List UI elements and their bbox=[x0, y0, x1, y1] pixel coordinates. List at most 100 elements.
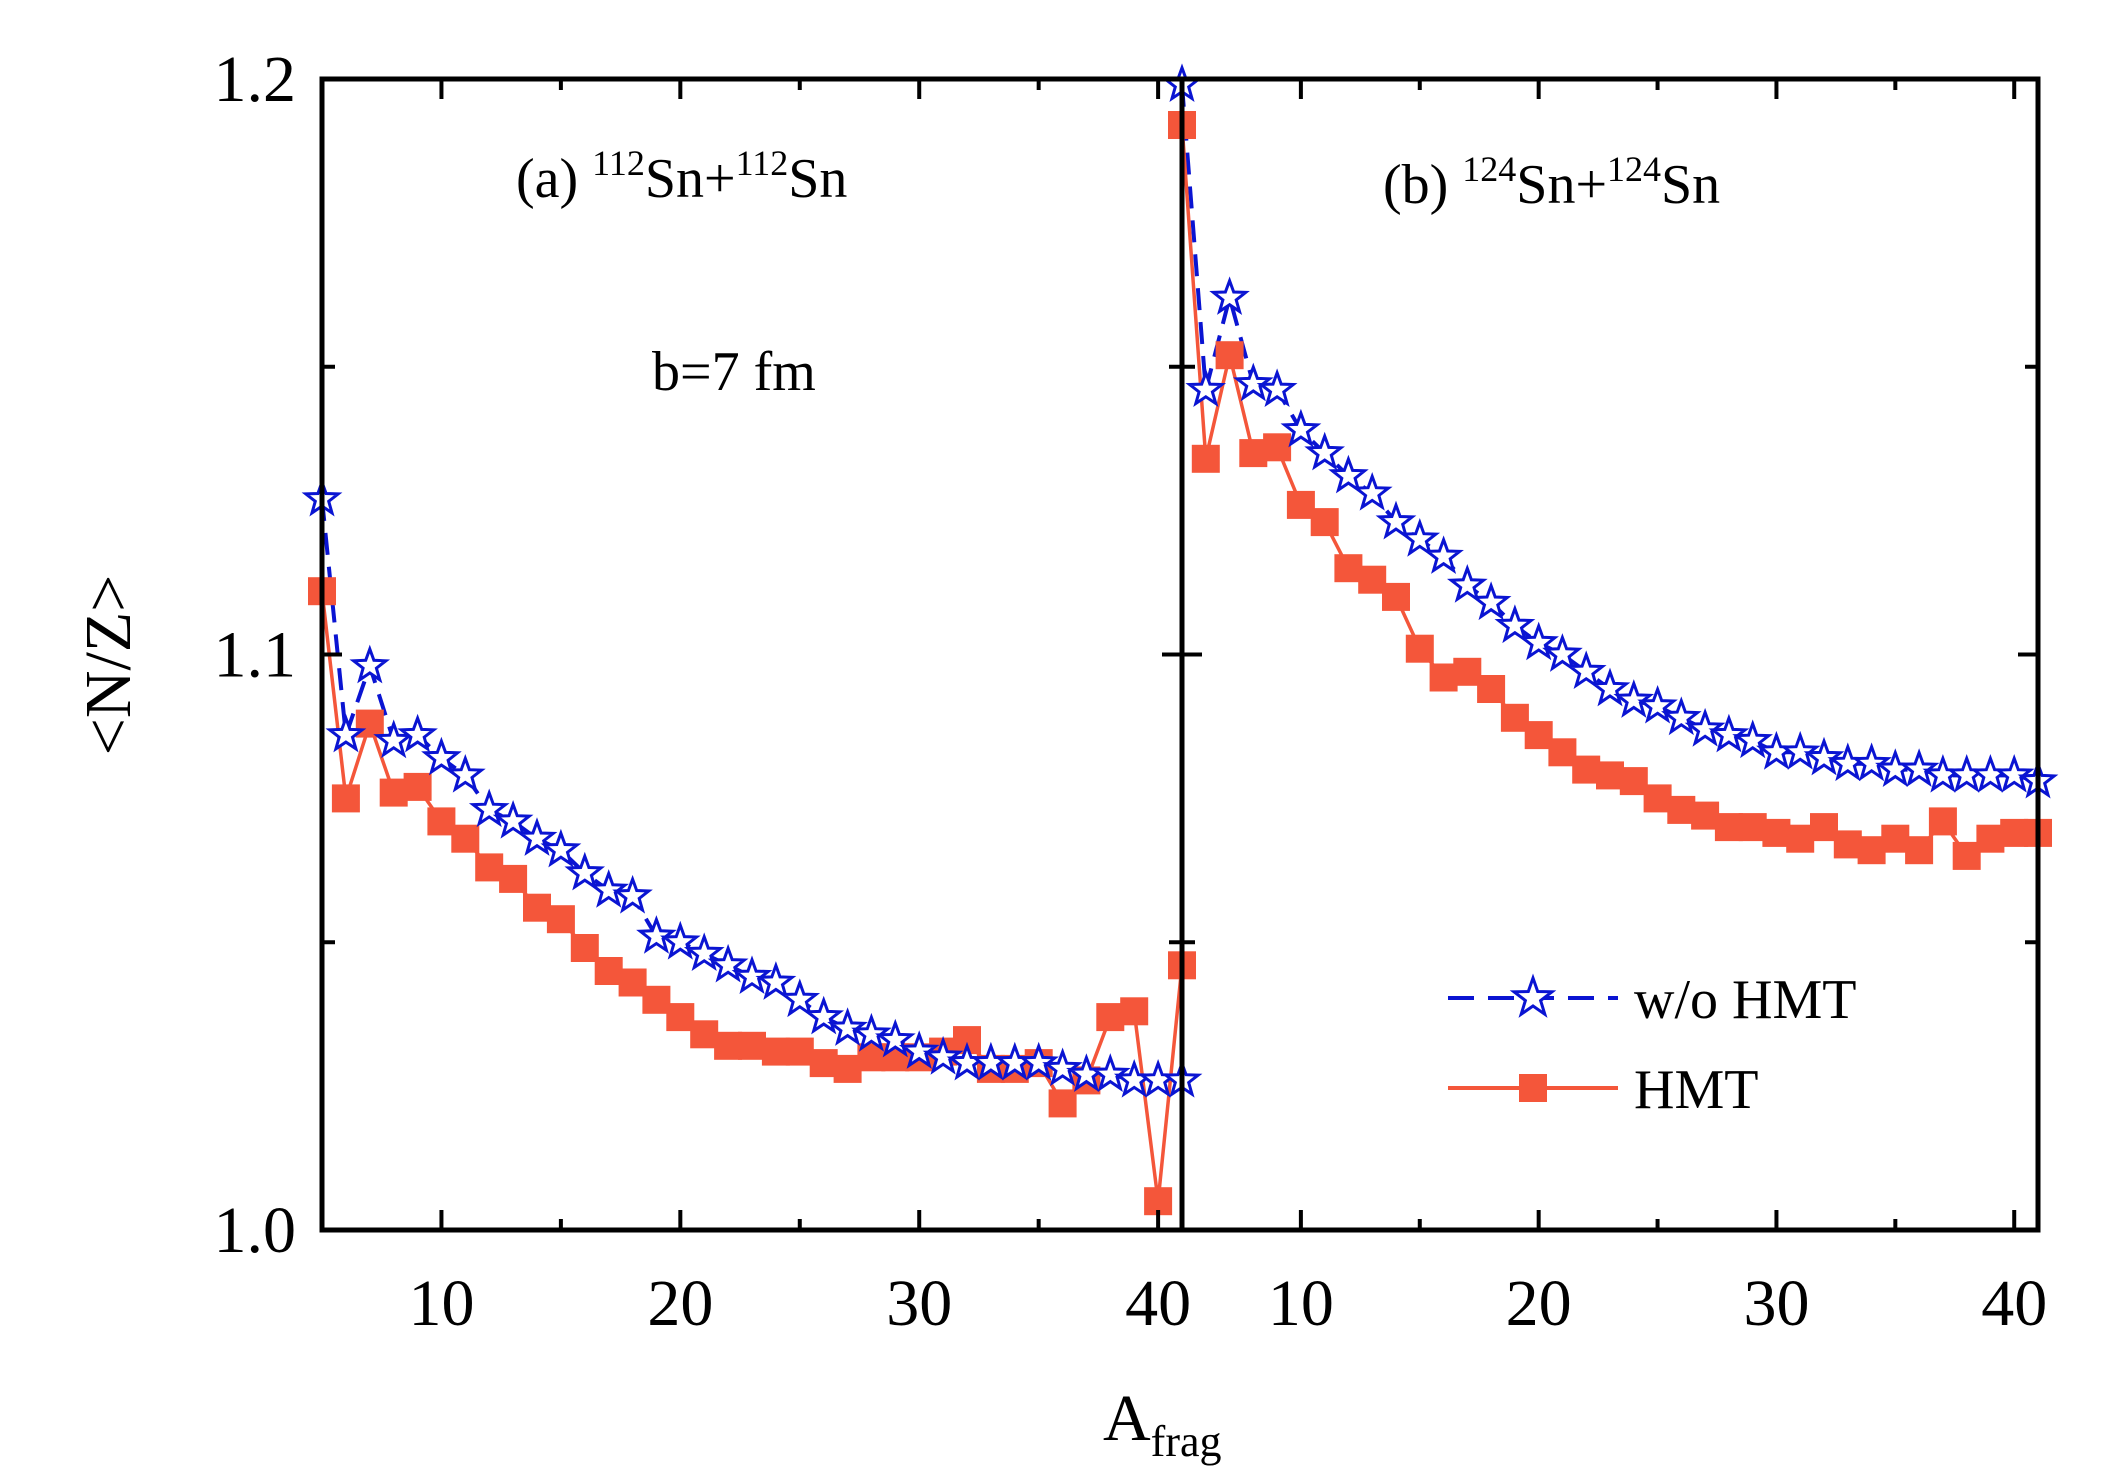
star-marker-a bbox=[564, 851, 606, 891]
square-marker-b bbox=[1833, 830, 1862, 859]
square-marker-b bbox=[1857, 836, 1886, 865]
square-marker-b bbox=[1215, 341, 1244, 370]
square-marker-b bbox=[1572, 755, 1601, 784]
y-tick-label: 1.0 bbox=[214, 1194, 297, 1267]
square-marker-a bbox=[761, 1037, 790, 1066]
square-marker-a bbox=[523, 893, 551, 922]
square-marker-b bbox=[1239, 439, 1268, 468]
square-marker-b bbox=[1667, 795, 1696, 824]
star-marker-a bbox=[349, 644, 391, 684]
star-marker-a bbox=[373, 719, 414, 759]
square-marker-a bbox=[475, 853, 504, 882]
square-marker-a bbox=[379, 778, 408, 807]
legend-square-icon bbox=[1519, 1074, 1547, 1102]
x-tick-label-b: 30 bbox=[1743, 1267, 1809, 1340]
square-marker-b bbox=[1762, 818, 1791, 847]
star-marker-b bbox=[1684, 707, 1726, 747]
square-marker-b bbox=[1905, 836, 1934, 865]
star-marker-b bbox=[1661, 696, 1702, 736]
panel-b-title: (b) 124Sn+124Sn bbox=[1383, 149, 1720, 216]
legend-label-without-hmt: w/o HMT bbox=[1634, 969, 1856, 1031]
legend-star-icon bbox=[1509, 973, 1557, 1018]
star-marker-b bbox=[1209, 276, 1250, 315]
x-tick-label-a: 40 bbox=[1125, 1267, 1191, 1340]
square-marker-a bbox=[833, 1054, 862, 1083]
x-tick-label-b: 20 bbox=[1506, 1267, 1572, 1340]
star-marker-a bbox=[827, 1007, 868, 1046]
star-marker-a bbox=[516, 817, 558, 856]
star-marker-a bbox=[875, 1018, 916, 1058]
series-line-a-without-hmt bbox=[320, 498, 1182, 1083]
star-marker-a bbox=[492, 800, 534, 839]
star-marker-b bbox=[1399, 518, 1441, 557]
star-marker-b bbox=[1589, 667, 1631, 707]
star-marker-a bbox=[755, 961, 797, 1000]
star-marker-a bbox=[612, 874, 653, 914]
square-marker-a bbox=[642, 985, 671, 1014]
square-marker-b bbox=[1952, 841, 1981, 870]
square-marker-b bbox=[1810, 813, 1838, 842]
panel-b-data-layer bbox=[1161, 63, 2059, 870]
legend-label-hmt: HMT bbox=[1634, 1059, 1758, 1121]
square-marker-b bbox=[1429, 663, 1458, 692]
square-marker-b bbox=[1500, 703, 1529, 732]
square-marker-b bbox=[1691, 801, 1720, 830]
square-marker-b bbox=[1714, 813, 1743, 842]
square-marker-b bbox=[1191, 444, 1220, 473]
axes-frame-layer: 10 20 30 40 10 20 30 40 1.0 1.1 1.2 bbox=[214, 43, 2048, 1340]
square-marker-a bbox=[1096, 1003, 1125, 1032]
star-marker-a bbox=[898, 1030, 940, 1069]
square-marker-b bbox=[1619, 767, 1648, 796]
star-marker-b bbox=[1637, 684, 1678, 724]
square-marker-a bbox=[1120, 997, 1149, 1026]
star-marker-a bbox=[851, 1012, 892, 1052]
square-marker-b bbox=[1382, 582, 1410, 611]
star-marker-b bbox=[1803, 736, 1845, 776]
y-tick-label: 1.1 bbox=[214, 619, 297, 692]
legend: w/o HMT HMT bbox=[1448, 969, 1856, 1121]
square-marker-b bbox=[1524, 721, 1553, 750]
square-marker-a bbox=[594, 957, 623, 985]
square-marker-a bbox=[809, 1049, 838, 1078]
star-marker-a bbox=[1018, 1041, 1059, 1081]
star-marker-a bbox=[588, 869, 629, 908]
square-marker-a bbox=[403, 772, 432, 801]
square-marker-b bbox=[1738, 813, 1767, 842]
y-tick-label: 1.2 bbox=[214, 43, 297, 116]
square-marker-b bbox=[1786, 824, 1815, 853]
star-marker-a bbox=[803, 995, 844, 1035]
square-marker-b bbox=[1358, 565, 1387, 594]
star-marker-b bbox=[1185, 368, 1227, 408]
square-marker-a bbox=[427, 807, 456, 836]
star-marker-b bbox=[1328, 454, 1369, 494]
x-tick-label-a: 30 bbox=[886, 1267, 952, 1340]
square-marker-a bbox=[666, 1003, 695, 1032]
square-marker-b bbox=[1928, 807, 1957, 836]
panel-a-title: (a) 112Sn+112Sn bbox=[516, 143, 847, 210]
star-marker-a bbox=[707, 943, 749, 983]
star-marker-b bbox=[1898, 748, 1940, 787]
star-marker-b bbox=[1851, 742, 1892, 782]
square-marker-b bbox=[1334, 554, 1363, 583]
star-marker-b bbox=[1993, 754, 2035, 793]
x-axis-label: Afrag bbox=[1103, 1382, 1222, 1466]
star-marker-b bbox=[1494, 604, 1536, 644]
square-marker-b bbox=[1286, 490, 1315, 519]
square-marker-a bbox=[785, 1037, 814, 1066]
star-marker-b bbox=[1375, 500, 1417, 540]
x-tick-label-a: 20 bbox=[647, 1267, 713, 1340]
star-marker-b bbox=[1518, 621, 1559, 661]
square-marker-b bbox=[2000, 818, 2029, 847]
star-marker-b bbox=[1542, 633, 1583, 672]
square-marker-b bbox=[1976, 824, 2005, 853]
star-marker-a bbox=[397, 713, 438, 753]
star-marker-a bbox=[779, 978, 821, 1018]
star-marker-a bbox=[683, 932, 725, 972]
square-marker-b bbox=[1881, 824, 1910, 853]
square-marker-b bbox=[1643, 784, 1672, 813]
square-marker-a bbox=[451, 824, 480, 853]
impact-parameter-label: b=7 fm bbox=[652, 341, 816, 403]
x-tick-label-b: 40 bbox=[1981, 1267, 2047, 1340]
star-marker-b bbox=[1233, 362, 1274, 402]
